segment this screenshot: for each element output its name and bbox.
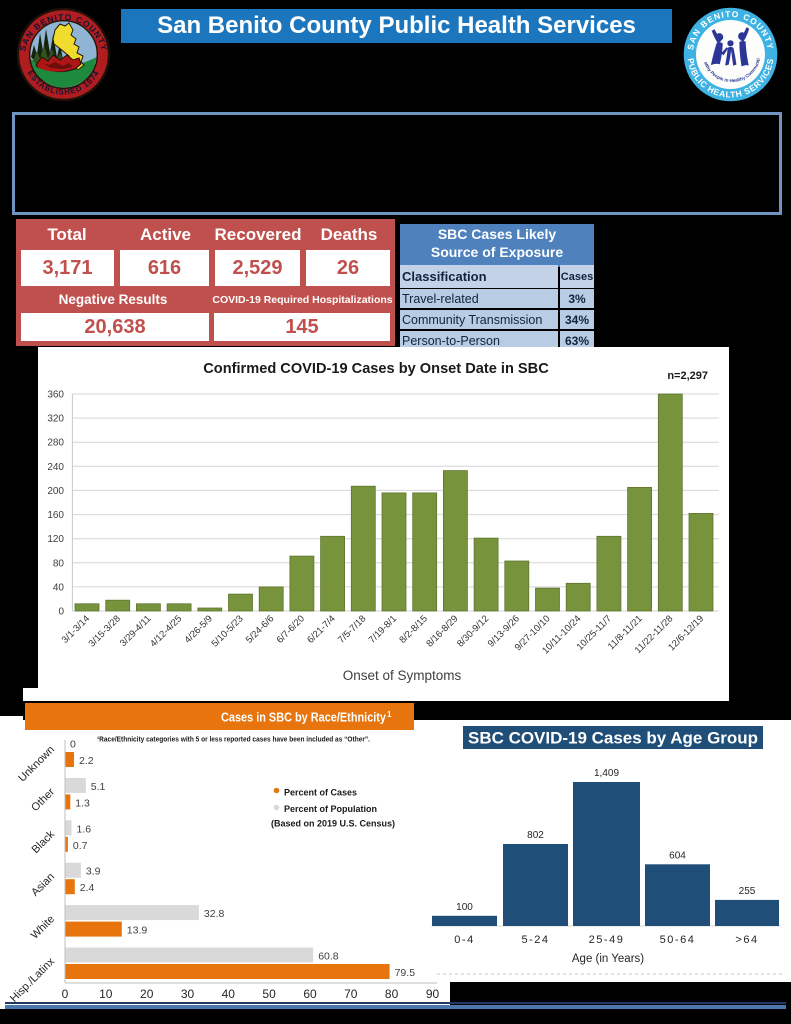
svg-text:100: 100 bbox=[456, 902, 473, 913]
svg-text:360: 360 bbox=[47, 390, 64, 401]
svg-text:0: 0 bbox=[58, 607, 64, 618]
svg-text:70: 70 bbox=[344, 987, 358, 1001]
svg-text:13.9: 13.9 bbox=[127, 925, 148, 937]
svg-text:SBC COVID-19 Cases by Age Grou: SBC COVID-19 Cases by Age Group bbox=[468, 729, 758, 748]
svg-text:60.8: 60.8 bbox=[318, 951, 339, 963]
svg-text:5-24: 5-24 bbox=[521, 934, 549, 946]
svg-text:50: 50 bbox=[262, 987, 276, 1001]
svg-text:0: 0 bbox=[70, 739, 76, 751]
svg-text:90: 90 bbox=[426, 987, 440, 1001]
svg-text:Confirmed COVID-19 Cases by On: Confirmed COVID-19 Cases by Onset Date i… bbox=[203, 361, 549, 377]
svg-text:120: 120 bbox=[47, 534, 64, 545]
svg-text:1,409: 1,409 bbox=[594, 768, 619, 779]
svg-text:802: 802 bbox=[527, 830, 544, 841]
svg-text:20: 20 bbox=[140, 987, 154, 1001]
svg-text:280: 280 bbox=[47, 438, 64, 449]
svg-text:80: 80 bbox=[385, 987, 399, 1001]
svg-text:0-4: 0-4 bbox=[454, 934, 474, 946]
svg-text:5.1: 5.1 bbox=[91, 781, 106, 793]
svg-text:40: 40 bbox=[222, 987, 236, 1001]
svg-text:¹Race/Ethnicity categories wit: ¹Race/Ethnicity categories with 5 or les… bbox=[97, 735, 370, 744]
svg-text:50-64: 50-64 bbox=[660, 934, 696, 946]
svg-text:240: 240 bbox=[47, 462, 64, 473]
svg-text:1.3: 1.3 bbox=[75, 797, 90, 809]
svg-text:32.8: 32.8 bbox=[204, 908, 225, 920]
svg-text:10: 10 bbox=[99, 987, 113, 1001]
svg-text:30: 30 bbox=[181, 987, 195, 1001]
svg-text:0: 0 bbox=[62, 987, 69, 1001]
svg-text:2.2: 2.2 bbox=[79, 755, 94, 767]
svg-text:Percent of Cases: Percent of Cases bbox=[284, 788, 357, 798]
svg-text:1: 1 bbox=[387, 710, 392, 719]
svg-text:Cases in SBC by Race/Ethnicity: Cases in SBC by Race/Ethnicity bbox=[221, 710, 387, 725]
svg-text:320: 320 bbox=[47, 414, 64, 425]
svg-text:3.9: 3.9 bbox=[86, 866, 101, 878]
svg-text:255: 255 bbox=[739, 886, 756, 897]
svg-text:200: 200 bbox=[47, 486, 64, 497]
svg-text:25-49: 25-49 bbox=[589, 934, 625, 946]
svg-text:79.5: 79.5 bbox=[395, 967, 416, 979]
svg-text:604: 604 bbox=[669, 850, 686, 861]
svg-text:2.4: 2.4 bbox=[80, 882, 95, 894]
svg-text:40: 40 bbox=[53, 582, 65, 593]
svg-text:60: 60 bbox=[303, 987, 317, 1001]
svg-text:(Based on 2019 U.S. Census): (Based on 2019 U.S. Census) bbox=[271, 819, 395, 829]
svg-text:Age (in Years): Age (in Years) bbox=[572, 953, 644, 965]
svg-text:Percent of Population: Percent of Population bbox=[284, 804, 377, 814]
svg-text:Onset of Symptoms: Onset of Symptoms bbox=[343, 668, 462, 683]
svg-text:80: 80 bbox=[53, 558, 65, 569]
svg-text:1.6: 1.6 bbox=[77, 823, 92, 835]
svg-text:>64: >64 bbox=[735, 934, 758, 946]
svg-text:n=2,297: n=2,297 bbox=[667, 370, 708, 382]
svg-text:160: 160 bbox=[47, 510, 64, 521]
svg-text:0.7: 0.7 bbox=[73, 840, 88, 852]
